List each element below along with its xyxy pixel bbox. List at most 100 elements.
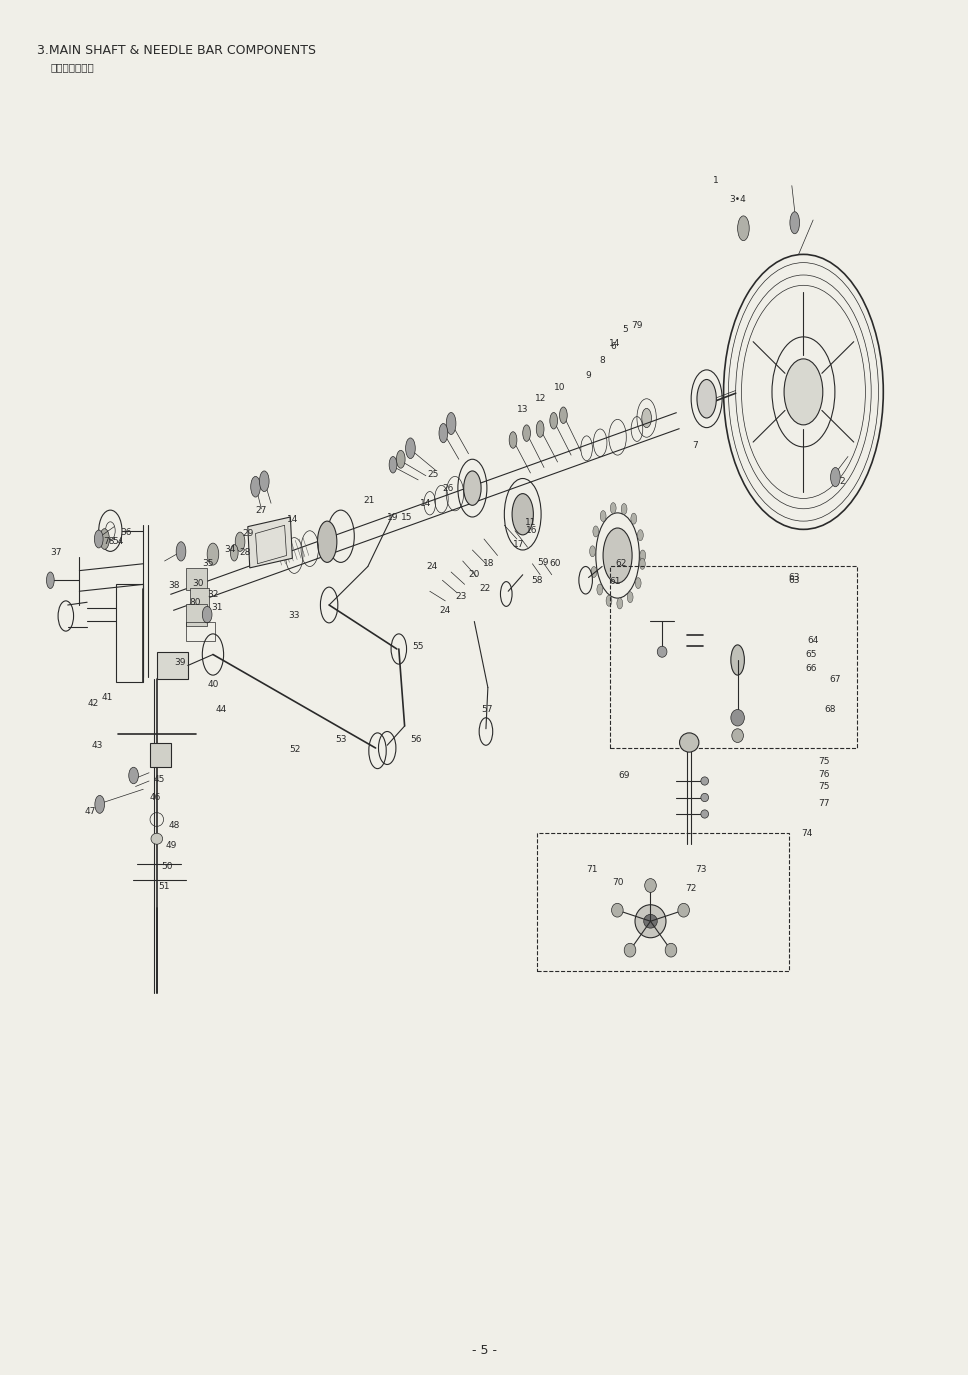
Ellipse shape	[627, 591, 633, 602]
Text: 55: 55	[412, 642, 424, 650]
Ellipse shape	[732, 729, 743, 742]
Text: 24: 24	[439, 606, 451, 615]
Text: 44: 44	[215, 705, 227, 714]
Text: 31: 31	[211, 604, 223, 612]
Text: - 5 -: - 5 -	[471, 1343, 497, 1357]
Text: 53: 53	[335, 736, 347, 744]
Ellipse shape	[251, 477, 260, 498]
Ellipse shape	[697, 380, 716, 418]
Text: 3.MAIN SHAFT & NEEDLE BAR COMPONENTS: 3.MAIN SHAFT & NEEDLE BAR COMPONENTS	[37, 44, 316, 58]
Ellipse shape	[701, 777, 709, 785]
Ellipse shape	[617, 598, 622, 609]
Text: 59: 59	[537, 558, 549, 566]
Text: 42: 42	[87, 700, 99, 708]
Text: 48: 48	[168, 821, 180, 829]
Ellipse shape	[318, 521, 337, 562]
Text: 36: 36	[120, 528, 132, 536]
Ellipse shape	[731, 710, 744, 726]
Text: 6: 6	[611, 342, 617, 351]
Text: 72: 72	[685, 884, 697, 892]
Ellipse shape	[738, 216, 749, 241]
Text: 70: 70	[612, 879, 623, 887]
Ellipse shape	[151, 833, 163, 844]
Text: 38: 38	[168, 582, 180, 590]
Ellipse shape	[621, 503, 627, 514]
Ellipse shape	[176, 542, 186, 561]
Ellipse shape	[631, 513, 637, 524]
Ellipse shape	[523, 425, 530, 441]
Text: 8: 8	[599, 356, 605, 364]
Text: 62: 62	[616, 560, 627, 568]
Ellipse shape	[624, 943, 636, 957]
Ellipse shape	[701, 810, 709, 818]
Text: 34: 34	[225, 546, 236, 554]
Text: 37: 37	[50, 549, 62, 557]
Ellipse shape	[597, 584, 603, 595]
Ellipse shape	[129, 767, 138, 784]
Text: 75: 75	[818, 782, 830, 791]
Text: 61: 61	[609, 578, 620, 586]
Ellipse shape	[606, 595, 612, 606]
Text: 63: 63	[788, 576, 800, 584]
Ellipse shape	[259, 470, 269, 492]
Ellipse shape	[389, 456, 397, 473]
Text: 69: 69	[619, 771, 630, 780]
Text: 9: 9	[586, 371, 591, 380]
Ellipse shape	[600, 510, 606, 521]
Text: 51: 51	[158, 883, 169, 891]
Ellipse shape	[680, 733, 699, 752]
Ellipse shape	[701, 793, 709, 802]
Ellipse shape	[397, 451, 405, 468]
Bar	[190, 588, 209, 610]
Bar	[537, 833, 789, 971]
Ellipse shape	[230, 544, 238, 561]
Text: 65: 65	[805, 650, 817, 659]
Text: 71: 71	[587, 865, 598, 873]
Ellipse shape	[642, 408, 651, 428]
Text: 74: 74	[802, 829, 813, 837]
Text: 57: 57	[481, 705, 493, 714]
Ellipse shape	[640, 550, 646, 561]
Ellipse shape	[638, 529, 644, 540]
Bar	[150, 742, 171, 767]
Text: 68: 68	[825, 705, 836, 714]
Text: 52: 52	[289, 745, 301, 754]
Ellipse shape	[635, 905, 666, 938]
Text: 27: 27	[256, 506, 267, 514]
Text: 14: 14	[420, 499, 432, 507]
Ellipse shape	[536, 421, 544, 437]
Ellipse shape	[657, 646, 667, 657]
Text: 15: 15	[401, 513, 412, 521]
Text: 3•4: 3•4	[729, 195, 746, 203]
Ellipse shape	[645, 879, 656, 892]
Ellipse shape	[446, 412, 456, 434]
Text: 54: 54	[112, 538, 124, 546]
Ellipse shape	[831, 468, 840, 487]
Text: 7: 7	[692, 441, 698, 450]
Text: 30: 30	[193, 579, 204, 587]
Bar	[186, 604, 207, 626]
Ellipse shape	[406, 437, 415, 458]
Ellipse shape	[603, 528, 632, 583]
Ellipse shape	[202, 606, 212, 623]
Ellipse shape	[590, 546, 595, 557]
Text: 29: 29	[242, 529, 254, 538]
Text: 18: 18	[483, 560, 495, 568]
Text: 17: 17	[513, 540, 525, 549]
Text: 77: 77	[818, 799, 830, 807]
Text: 1: 1	[713, 176, 719, 184]
Ellipse shape	[235, 532, 245, 551]
Text: 14: 14	[287, 516, 298, 524]
Text: 19: 19	[387, 513, 399, 521]
Text: 33: 33	[288, 612, 300, 620]
Text: 10: 10	[554, 384, 565, 392]
Text: 45: 45	[154, 775, 166, 784]
Ellipse shape	[46, 572, 54, 588]
Ellipse shape	[509, 432, 517, 448]
Text: 26: 26	[442, 484, 454, 492]
Text: 41: 41	[102, 693, 113, 701]
Bar	[186, 568, 207, 590]
Ellipse shape	[95, 531, 103, 549]
Text: 63: 63	[788, 573, 800, 582]
Text: 49: 49	[166, 842, 177, 850]
